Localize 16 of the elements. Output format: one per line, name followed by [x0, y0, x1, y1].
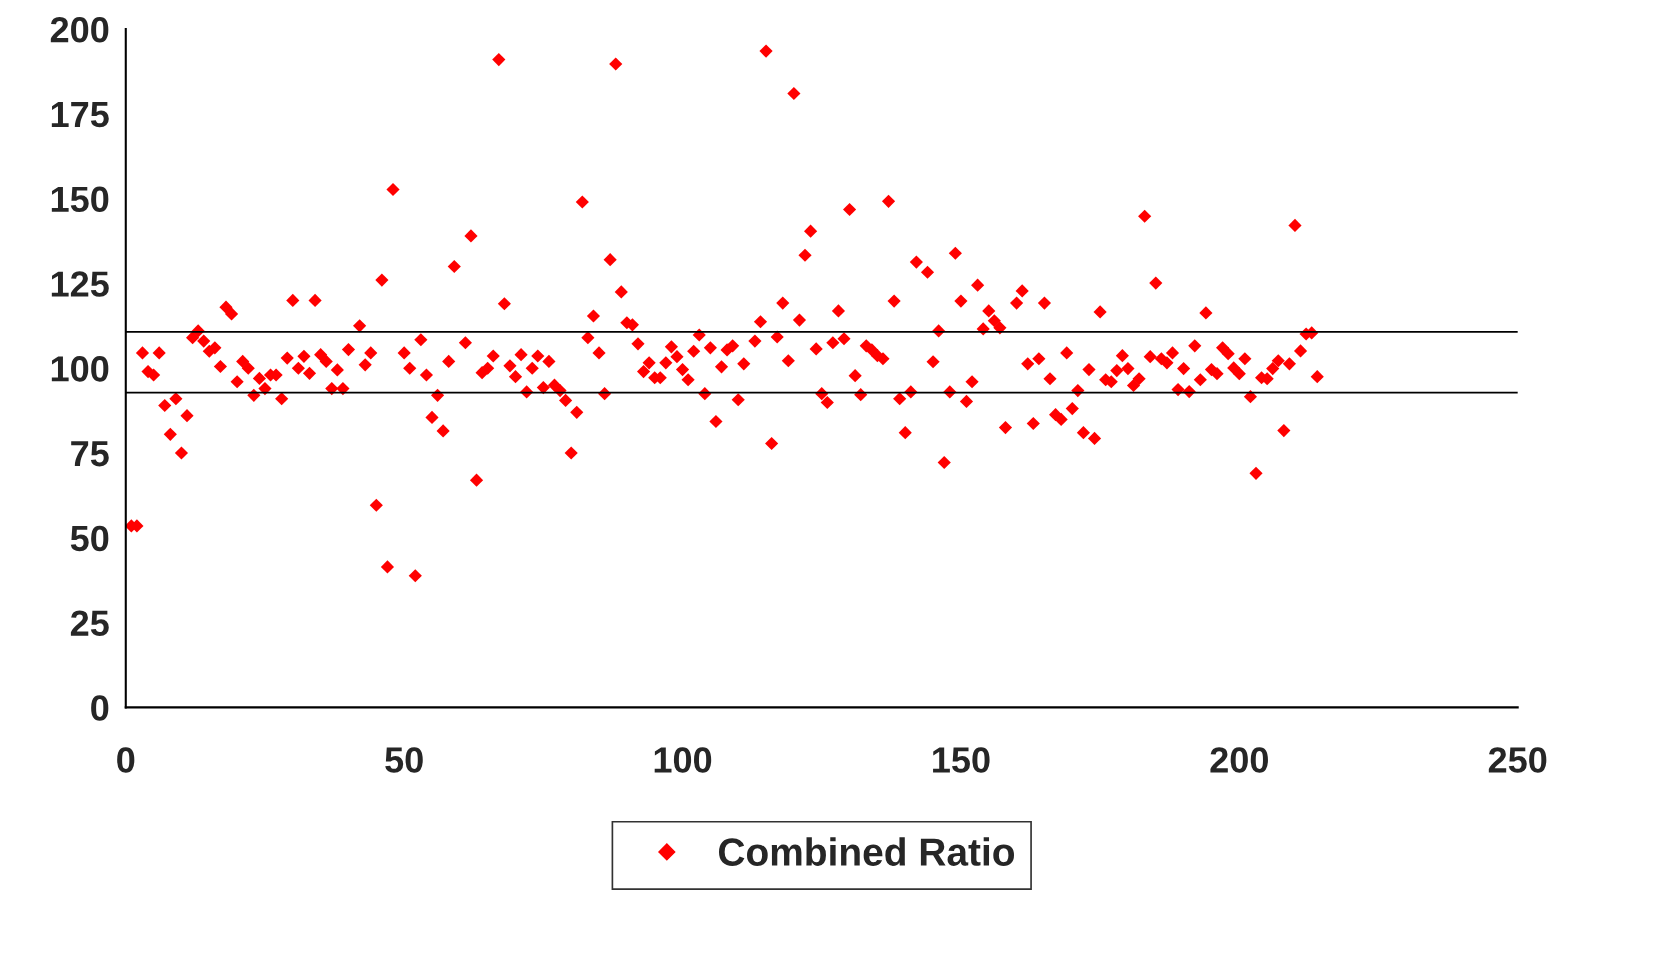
y-tick-label: 175 [51, 102, 109, 128]
legend-label: Combined Ratio [718, 837, 1015, 866]
y-tick-label: 0 [91, 695, 109, 721]
y-tick-label: 25 [70, 610, 109, 637]
x-tick-label: 50 [385, 747, 423, 773]
y-tick-label: 200 [50, 16, 109, 43]
x-tick-label: 250 [1488, 747, 1547, 773]
x-tick-label: 100 [654, 747, 712, 773]
y-tick-label: 150 [51, 186, 109, 213]
y-tick-label: 125 [51, 271, 109, 297]
y-tick-label: 100 [51, 356, 109, 382]
x-tick-label: 200 [1210, 747, 1268, 773]
x-tick-label: 0 [117, 747, 135, 773]
y-tick-label: 75 [71, 441, 109, 467]
x-tick-label: 150 [933, 747, 990, 773]
y-tick-label: 50 [70, 525, 109, 552]
